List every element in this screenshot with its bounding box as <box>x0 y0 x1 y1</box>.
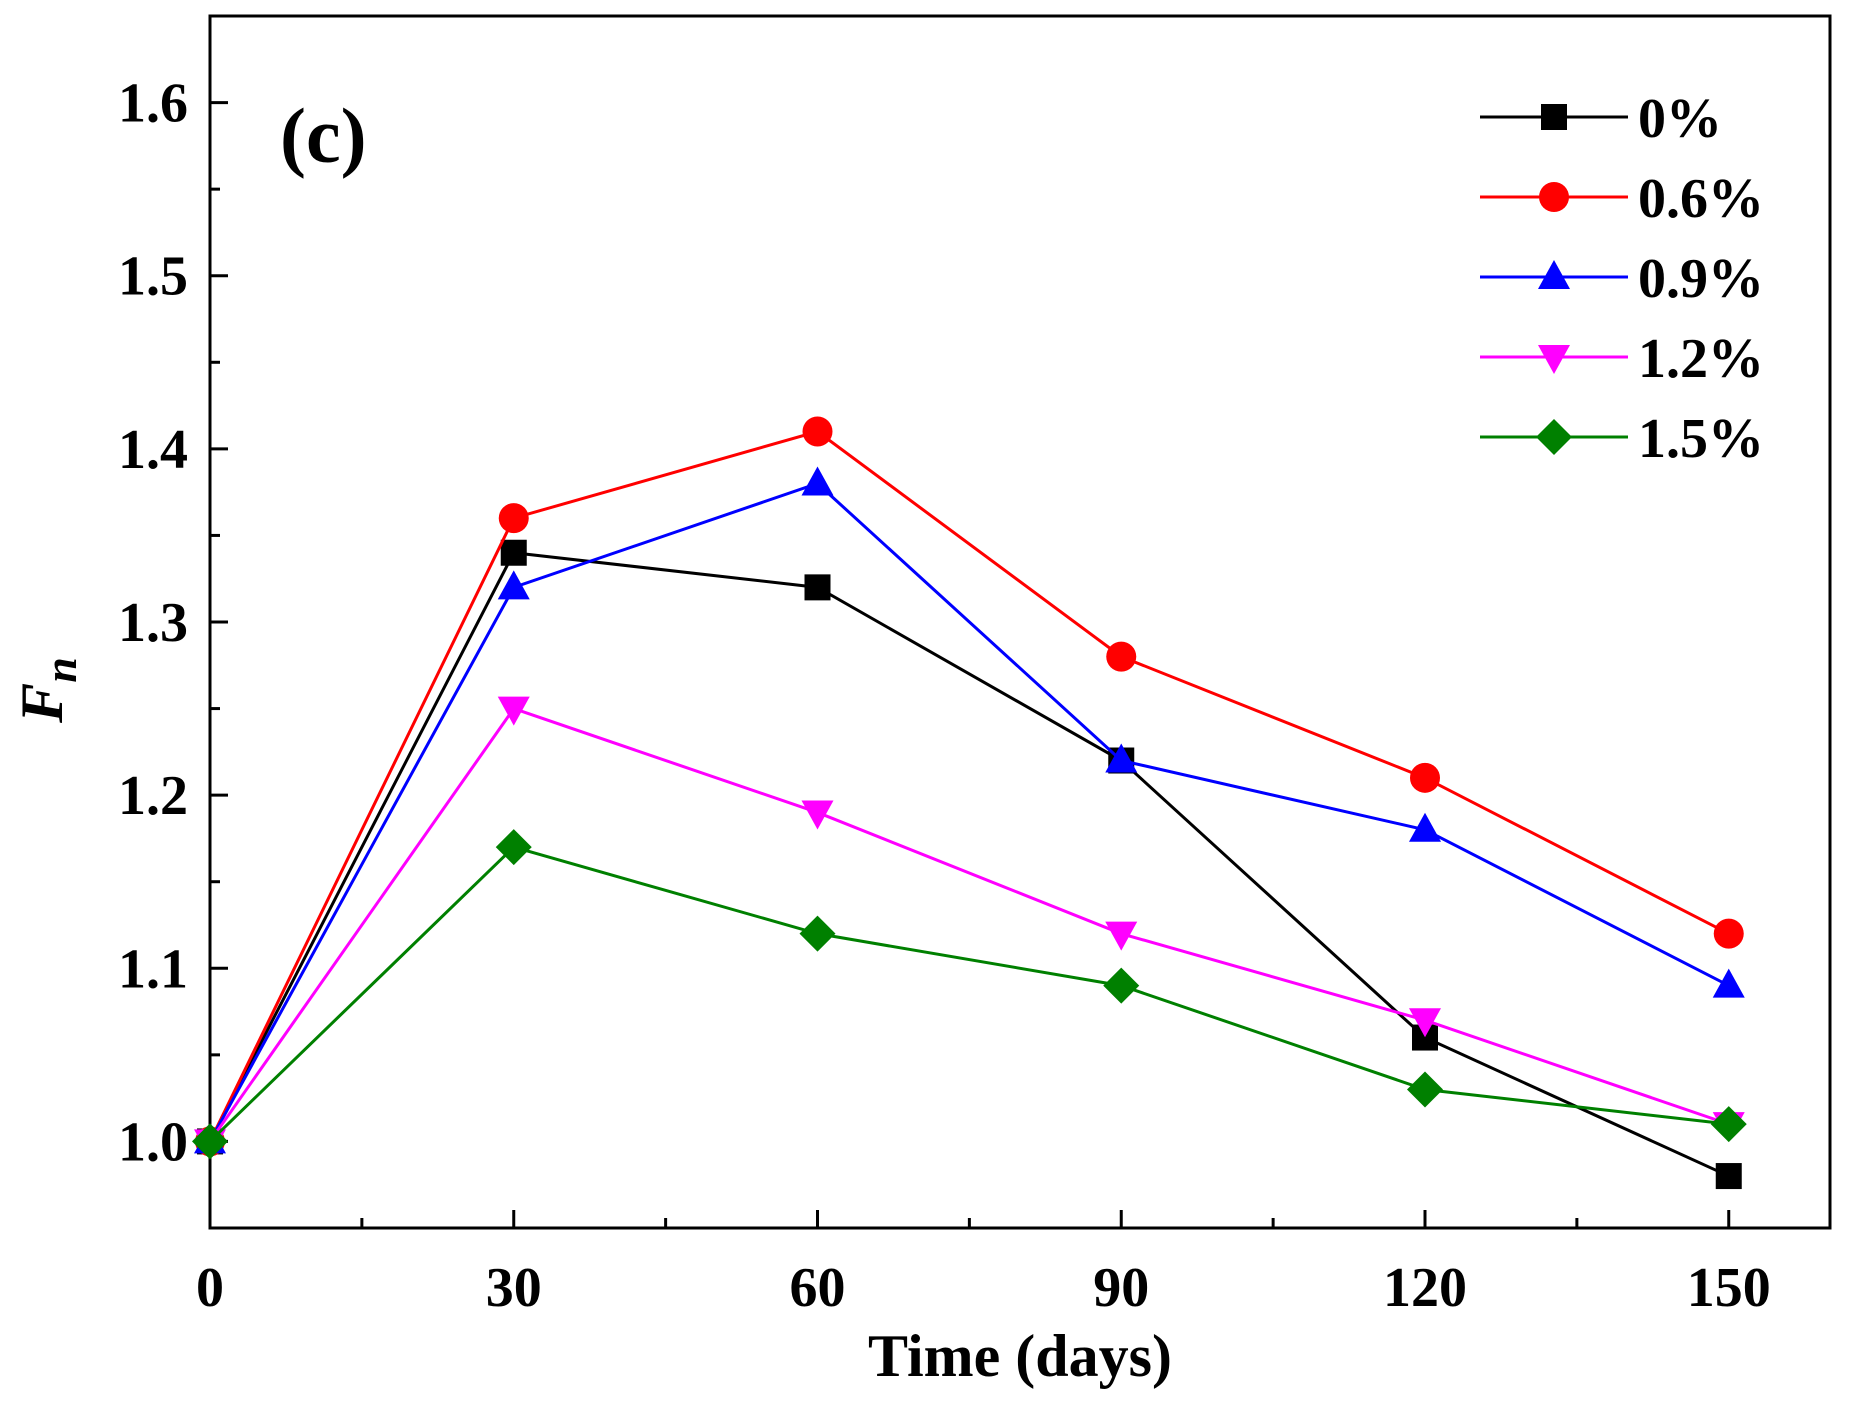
data-point <box>1715 1163 1742 1190</box>
data-point <box>192 1123 228 1160</box>
legend-label: 0% <box>1638 88 1722 150</box>
data-point <box>1710 1106 1747 1143</box>
y-axis-title-subscript: n <box>35 657 86 683</box>
x-tick-label: 30 <box>486 1257 542 1319</box>
x-tick-label: 90 <box>1093 1257 1149 1319</box>
data-point <box>799 915 836 952</box>
data-point <box>1409 812 1441 842</box>
legend-marker <box>1538 345 1570 374</box>
data-point <box>495 829 532 866</box>
data-point <box>804 574 831 601</box>
data-point <box>1713 918 1744 949</box>
series-line <box>208 551 1730 1178</box>
data-point <box>500 539 527 566</box>
y-tick-label: 1.2 <box>118 765 188 827</box>
y-axis-title-group: Fn <box>9 657 86 724</box>
data-point <box>497 570 530 600</box>
legend-label: 0.6% <box>1638 168 1764 230</box>
data-point <box>1409 1008 1441 1038</box>
data-point <box>801 800 834 830</box>
x-tick-label: 60 <box>790 1257 846 1319</box>
y-tick-label: 1.0 <box>118 1111 188 1173</box>
x-tick-label: 150 <box>1687 1257 1771 1319</box>
series-line <box>208 845 1729 1143</box>
x-tick-label: 120 <box>1383 1257 1467 1319</box>
legend-marker <box>1536 419 1572 455</box>
legend-marker <box>1541 104 1567 130</box>
data-point <box>1106 641 1137 672</box>
legend-label: 0.9% <box>1638 248 1764 310</box>
series-line <box>208 429 1730 1143</box>
y-tick-label: 1.5 <box>118 246 188 308</box>
x-tick-label: 0 <box>196 1257 224 1319</box>
data-point <box>1103 967 1140 1004</box>
y-tick-label: 1.3 <box>118 592 188 654</box>
data-point <box>1407 1071 1443 1108</box>
y-axis: 1.0 1.1 1.2 1.3 1.4 1.5 1.6 <box>118 14 228 1230</box>
legend-label: 1.5% <box>1638 408 1764 470</box>
legend-label: 1.2% <box>1638 328 1764 390</box>
legend-marker <box>1539 182 1569 212</box>
data-point <box>498 503 529 534</box>
data-point <box>801 466 834 496</box>
x-axis-title: Time (days) <box>868 1323 1172 1389</box>
series-line <box>208 706 1730 1143</box>
data-point <box>1105 921 1138 951</box>
y-tick-label: 1.4 <box>118 419 188 481</box>
y-tick-label: 1.6 <box>118 73 188 135</box>
y-axis-title: Fn <box>9 657 86 724</box>
data-point <box>802 416 833 447</box>
panel-label: (c) <box>280 92 367 179</box>
series-line <box>208 481 1730 1143</box>
series-layer <box>192 416 1747 1190</box>
data-point <box>1105 743 1138 773</box>
legend: 0% 0.6% 0.9% 1.2% 1.5% <box>1480 88 1764 470</box>
legend-marker <box>1538 260 1570 289</box>
data-point <box>1410 762 1440 793</box>
data-point <box>497 696 530 726</box>
y-axis-title-main: F <box>9 683 75 724</box>
x-axis: 0 30 60 90 120 150 <box>196 1210 1771 1319</box>
y-tick-label: 1.1 <box>118 938 188 1000</box>
data-point <box>1712 968 1745 998</box>
